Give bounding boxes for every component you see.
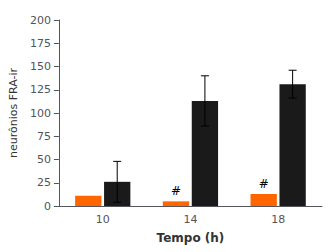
svg-text:125: 125 xyxy=(30,83,51,96)
svg-text:50: 50 xyxy=(37,153,51,166)
svg-text:100: 100 xyxy=(30,107,51,120)
svg-text:25: 25 xyxy=(37,176,51,189)
svg-text:neurônios FRA-ir: neurônios FRA-ir xyxy=(7,67,20,158)
svg-text:0: 0 xyxy=(44,200,51,213)
svg-text:#: # xyxy=(259,177,269,191)
svg-text:14: 14 xyxy=(183,213,197,226)
svg-text:175: 175 xyxy=(30,37,51,50)
svg-text:#: # xyxy=(171,184,181,198)
svg-text:18: 18 xyxy=(271,213,285,226)
svg-text:200: 200 xyxy=(30,14,51,27)
svg-text:75: 75 xyxy=(37,130,51,143)
svg-text:10: 10 xyxy=(96,213,110,226)
svg-text:Tempo (h): Tempo (h) xyxy=(157,231,225,245)
svg-text:150: 150 xyxy=(30,60,51,73)
